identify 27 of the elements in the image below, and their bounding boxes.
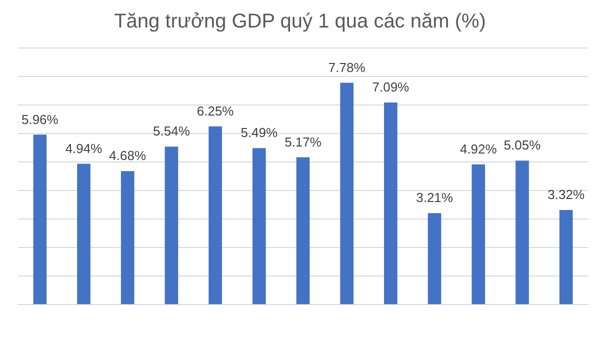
bar	[428, 213, 442, 304]
bar	[559, 210, 573, 304]
bar	[252, 148, 266, 304]
data-label: 5.54%	[153, 124, 190, 139]
data-label: 5.49%	[240, 125, 278, 140]
bar	[296, 157, 310, 304]
bar	[120, 171, 134, 304]
data-label: 5.05%	[504, 138, 542, 153]
chart-title: Tăng trưởng GDP quý 1 qua các năm (%)	[114, 10, 486, 33]
data-label: 4.92%	[460, 141, 498, 156]
bar	[77, 164, 90, 304]
data-label: 7.78%	[328, 60, 366, 75]
data-label: 5.96%	[21, 112, 59, 127]
data-label: 3.21%	[416, 190, 454, 206]
bar	[164, 146, 178, 304]
data-label: 6.25%	[196, 103, 234, 118]
bar	[472, 164, 486, 304]
bar	[33, 134, 47, 304]
data-label: 4.68%	[109, 148, 146, 164]
bar	[208, 126, 222, 304]
bar	[516, 160, 529, 304]
data-label: 3.32%	[548, 187, 585, 202]
bar	[384, 102, 398, 304]
data-label: 7.09%	[372, 80, 410, 95]
data-label: 4.94%	[65, 140, 103, 156]
data-label: 5.17%	[284, 134, 322, 150]
bar	[340, 82, 354, 304]
